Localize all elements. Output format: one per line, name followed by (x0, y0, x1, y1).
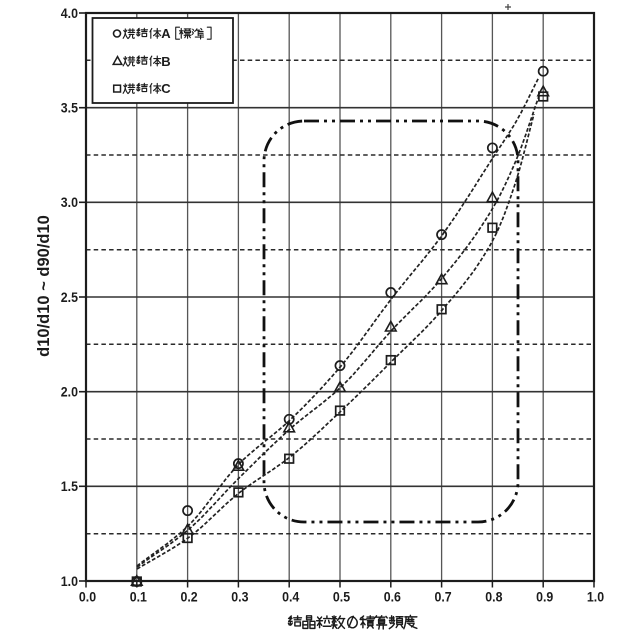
svg-text:0.0: 0.0 (79, 590, 96, 605)
svg-text:C: C (161, 81, 171, 96)
svg-text:1.0: 1.0 (587, 590, 604, 605)
svg-text:3.0: 3.0 (61, 195, 78, 210)
svg-text:0.4: 0.4 (282, 590, 300, 605)
svg-text:0.8: 0.8 (485, 590, 503, 605)
svg-text:3.5: 3.5 (61, 101, 79, 116)
svg-text:0.6: 0.6 (384, 590, 402, 605)
svg-text:d10/d10 ~ d90/d10: d10/d10 ~ d90/d10 (35, 215, 53, 357)
svg-text:0.3: 0.3 (231, 590, 249, 605)
svg-text:1.5: 1.5 (61, 479, 79, 494)
svg-text:4.0: 4.0 (61, 6, 78, 21)
svg-text:2.0: 2.0 (61, 385, 78, 400)
svg-text:0.2: 0.2 (181, 590, 198, 605)
svg-text:0.7: 0.7 (435, 590, 452, 605)
svg-text:B: B (161, 54, 170, 69)
svg-text:A: A (161, 26, 171, 41)
svg-text:1.0: 1.0 (61, 574, 78, 589)
svg-text:0.9: 0.9 (536, 590, 553, 605)
svg-text:0.5: 0.5 (333, 590, 351, 605)
svg-text:0.1: 0.1 (130, 590, 148, 605)
svg-text:2.5: 2.5 (61, 290, 79, 305)
